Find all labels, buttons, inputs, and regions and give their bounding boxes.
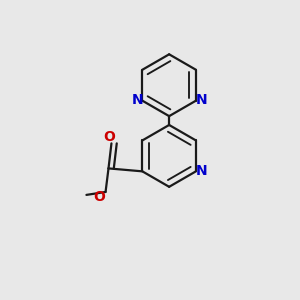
Text: N: N xyxy=(131,92,143,106)
Text: N: N xyxy=(196,164,208,178)
Text: O: O xyxy=(93,190,105,204)
Text: N: N xyxy=(195,92,207,106)
Text: O: O xyxy=(104,130,116,144)
